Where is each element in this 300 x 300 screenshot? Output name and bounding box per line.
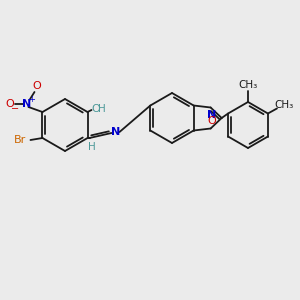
Text: +: + (28, 94, 35, 103)
Text: Br: Br (14, 135, 27, 145)
Text: O: O (91, 104, 100, 114)
Text: CH₃: CH₃ (274, 100, 293, 110)
Text: O: O (32, 81, 41, 91)
Text: H: H (98, 104, 105, 114)
Text: O: O (207, 116, 216, 127)
Text: O: O (5, 99, 14, 109)
Text: H: H (88, 142, 95, 152)
Text: N: N (111, 127, 120, 137)
Text: CH₃: CH₃ (238, 80, 258, 90)
Text: −: − (11, 104, 20, 114)
Text: N: N (22, 99, 31, 109)
Text: N: N (207, 110, 216, 119)
